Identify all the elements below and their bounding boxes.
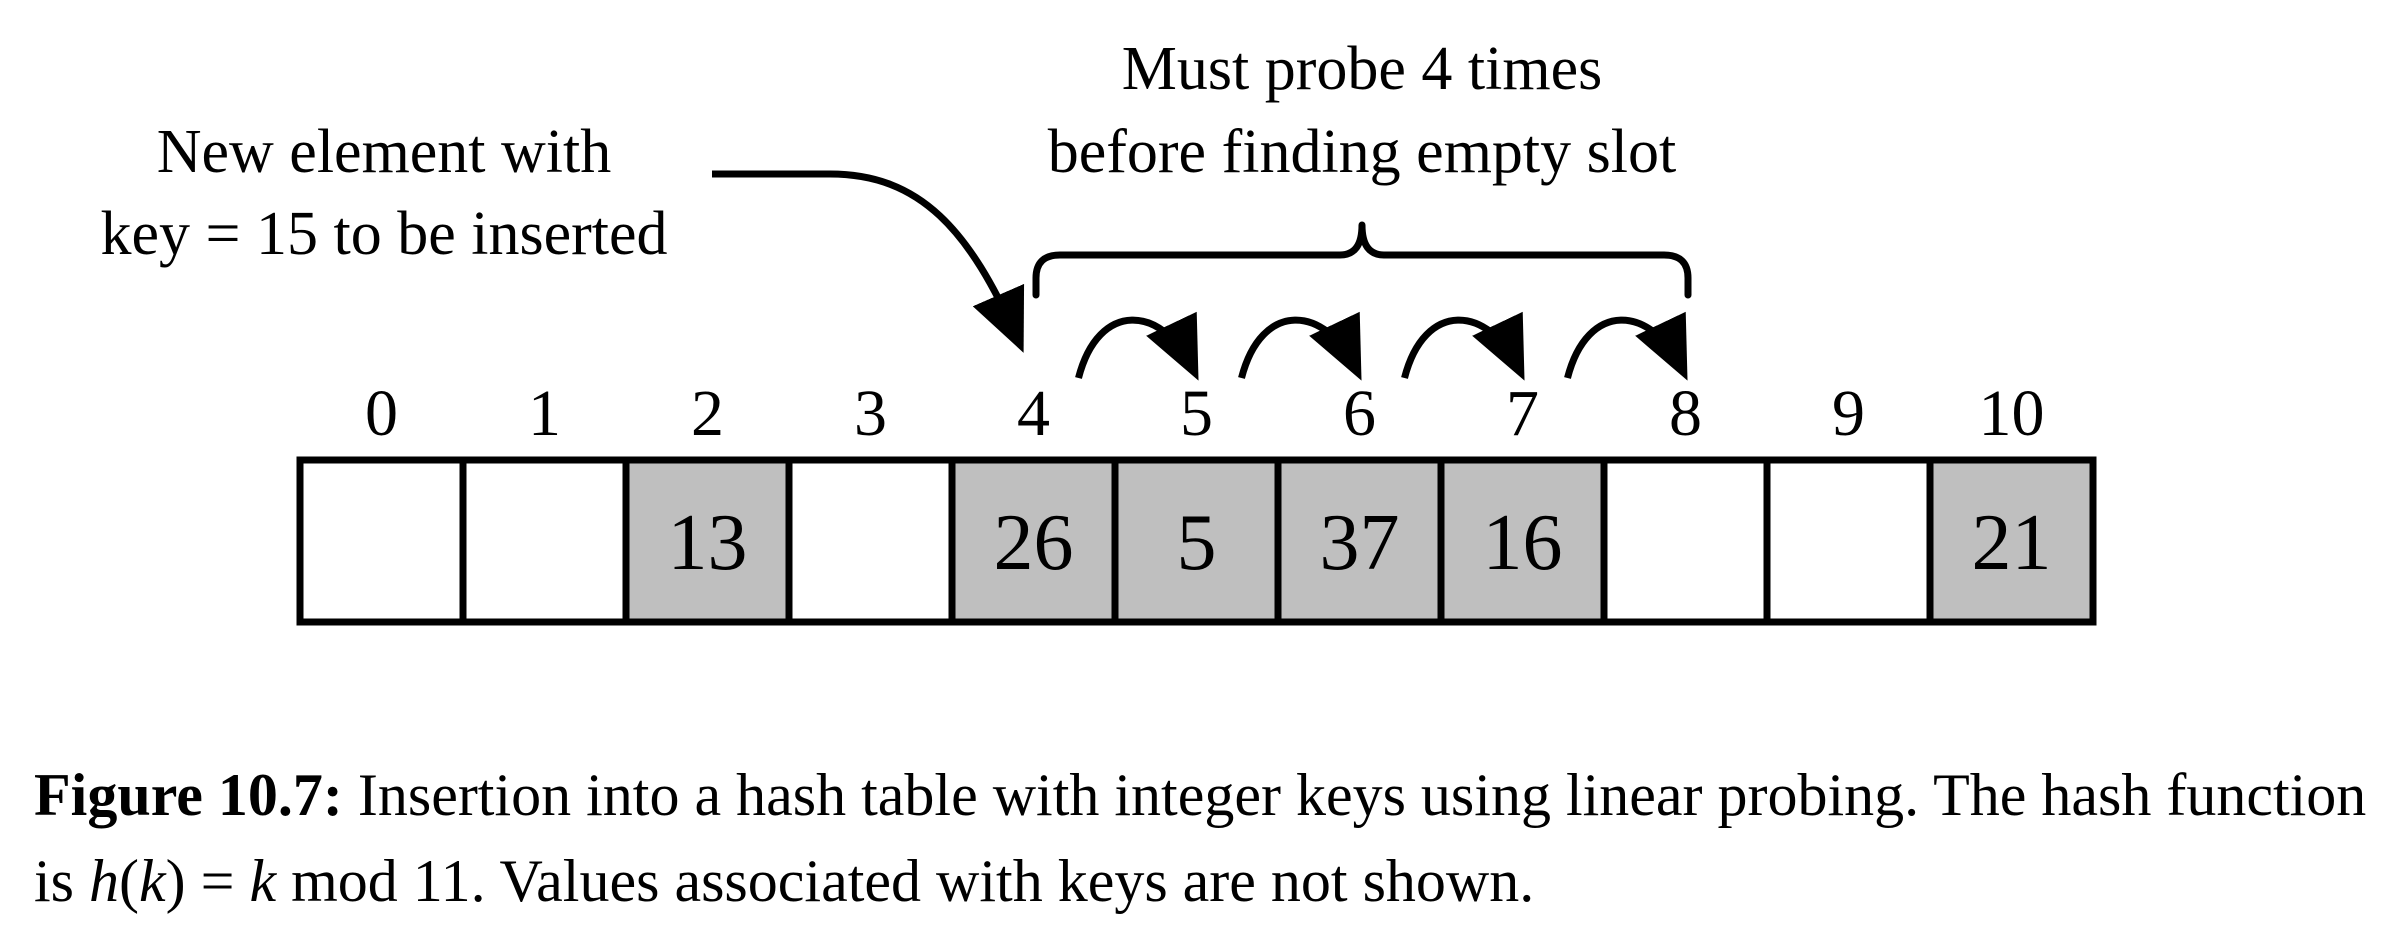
probe-note-line2: before finding empty slot bbox=[1048, 118, 1676, 186]
insert-note-line2: key = 15 to be inserted bbox=[101, 200, 668, 268]
caption-formula-open: ( bbox=[119, 848, 140, 914]
caption-label: Figure 10.7: bbox=[34, 762, 343, 828]
table-slot-7 bbox=[1437, 456, 1608, 626]
probe-hops bbox=[1075, 311, 1688, 381]
table-slot-3 bbox=[785, 456, 956, 626]
caption-text-before: Insertion into a hash table with integer… bbox=[34, 762, 2367, 914]
table-slot-9 bbox=[1763, 456, 1934, 626]
probe-hop-arrow-4 bbox=[1564, 311, 1688, 381]
caption-text-after: . Values associated with keys are not sh… bbox=[470, 848, 1535, 914]
slot-value-2: 13 bbox=[668, 499, 748, 587]
table-slot-2 bbox=[622, 456, 793, 626]
table-slot-5 bbox=[1111, 456, 1282, 626]
slot-index-7: 7 bbox=[1506, 377, 1539, 450]
figure-caption: Figure 10.7: Insertion into a hash table… bbox=[34, 752, 2374, 924]
slot-value-7: 16 bbox=[1483, 499, 1563, 587]
slot-indices: 0 1 2 3 4 5 6 7 8 9 10 bbox=[365, 377, 2045, 450]
slot-index-9: 9 bbox=[1832, 377, 1865, 450]
slot-value-5: 5 bbox=[1177, 499, 1217, 587]
slot-index-2: 2 bbox=[691, 377, 724, 450]
table-slot-8 bbox=[1600, 456, 1771, 626]
probe-range-brace bbox=[1032, 221, 1692, 299]
table-slot-0 bbox=[296, 456, 467, 626]
insert-note-line1: New element with bbox=[157, 118, 612, 186]
slot-value-4: 26 bbox=[994, 499, 1074, 587]
probe-note-line1: Must probe 4 times bbox=[1122, 35, 1602, 103]
caption-formula-k2: k bbox=[249, 848, 277, 914]
table-slot-1 bbox=[459, 456, 630, 626]
table-slot-4 bbox=[948, 456, 1119, 626]
slot-index-5: 5 bbox=[1180, 377, 1213, 450]
caption-formula-k: k bbox=[139, 848, 166, 914]
caption-formula-h: h bbox=[89, 848, 120, 914]
table-slot-10 bbox=[1926, 456, 2097, 626]
caption-formula-eq: = bbox=[185, 848, 250, 914]
caption-formula-mod: mod 11 bbox=[276, 848, 471, 914]
caption-formula-close: ) bbox=[165, 848, 186, 914]
probe-hop-arrow-2 bbox=[1238, 311, 1362, 381]
slot-index-10: 10 bbox=[1979, 377, 2045, 450]
slot-index-3: 3 bbox=[854, 377, 887, 450]
slot-index-8: 8 bbox=[1669, 377, 1702, 450]
slot-index-6: 6 bbox=[1343, 377, 1376, 450]
slot-index-0: 0 bbox=[365, 377, 398, 450]
slot-index-4: 4 bbox=[1017, 377, 1050, 450]
slot-value-10: 21 bbox=[1972, 499, 2052, 587]
slot-value-6: 37 bbox=[1320, 499, 1400, 587]
hash-table-diagram: New element with key = 15 to be inserted… bbox=[101, 35, 2097, 626]
slot-index-1: 1 bbox=[528, 377, 561, 450]
probe-hop-arrow-1 bbox=[1075, 311, 1199, 381]
hash-table: 13 26 5 37 16 21 bbox=[296, 456, 2097, 626]
insert-arrow bbox=[712, 170, 1025, 353]
probe-hop-arrow-3 bbox=[1401, 311, 1525, 381]
